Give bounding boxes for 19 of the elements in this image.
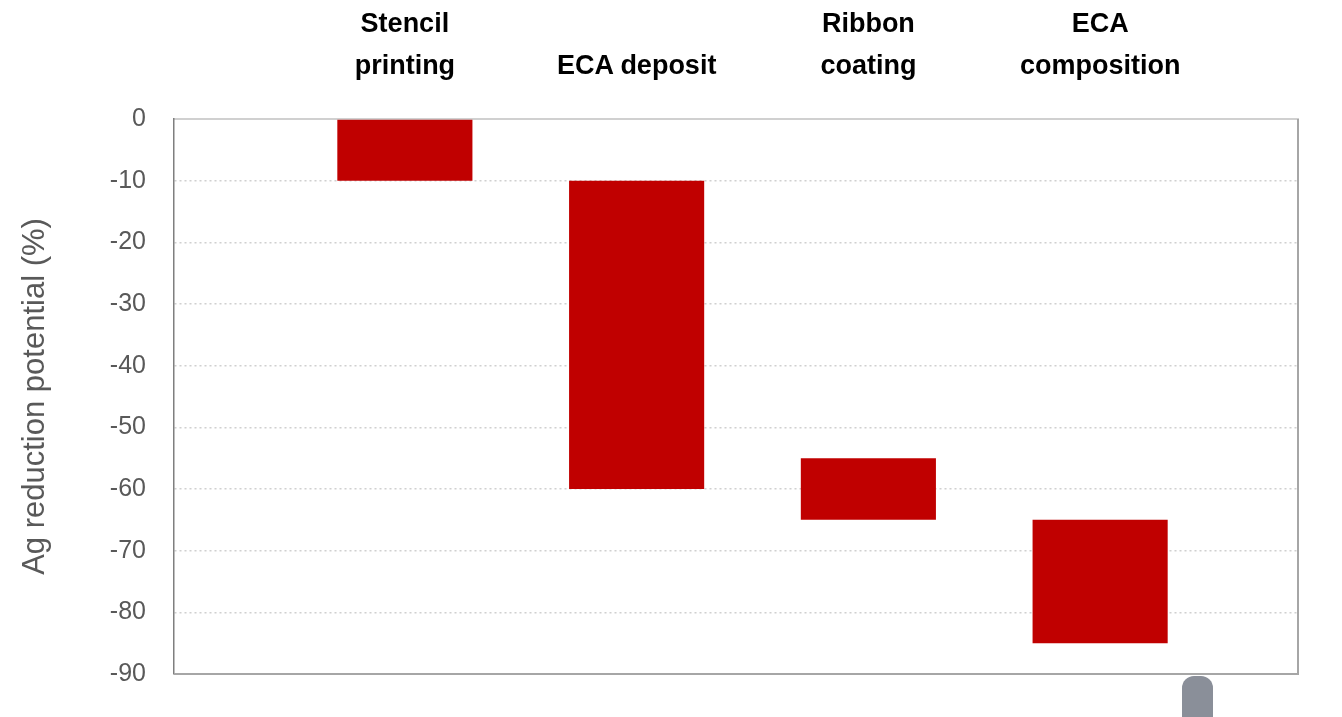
y-tick-label: -40 bbox=[109, 349, 146, 378]
x-tick-label: Ribbon coating bbox=[820, 7, 917, 80]
bar bbox=[800, 458, 936, 520]
y-tick-label: -20 bbox=[109, 226, 146, 255]
y-tick-label: -80 bbox=[109, 596, 146, 625]
y-tick-label: -60 bbox=[109, 472, 146, 501]
y-tick-label: -50 bbox=[109, 411, 146, 440]
bar bbox=[337, 119, 473, 181]
y-tick-label: -70 bbox=[109, 534, 146, 563]
bar bbox=[569, 180, 705, 489]
x-tick-label: Stencil printing bbox=[354, 7, 456, 80]
y-tick-label: 0 bbox=[132, 102, 146, 131]
y-axis-title: Ag reduction potential (%) bbox=[16, 218, 52, 575]
y-tick-label: -30 bbox=[109, 287, 146, 316]
y-tick-label: -10 bbox=[109, 164, 146, 193]
bar bbox=[1032, 519, 1168, 644]
y-tick-label: -90 bbox=[109, 657, 146, 686]
x-tick-label: ECA deposit bbox=[556, 49, 717, 80]
x-tick-label: ECA composition bbox=[1019, 7, 1181, 80]
